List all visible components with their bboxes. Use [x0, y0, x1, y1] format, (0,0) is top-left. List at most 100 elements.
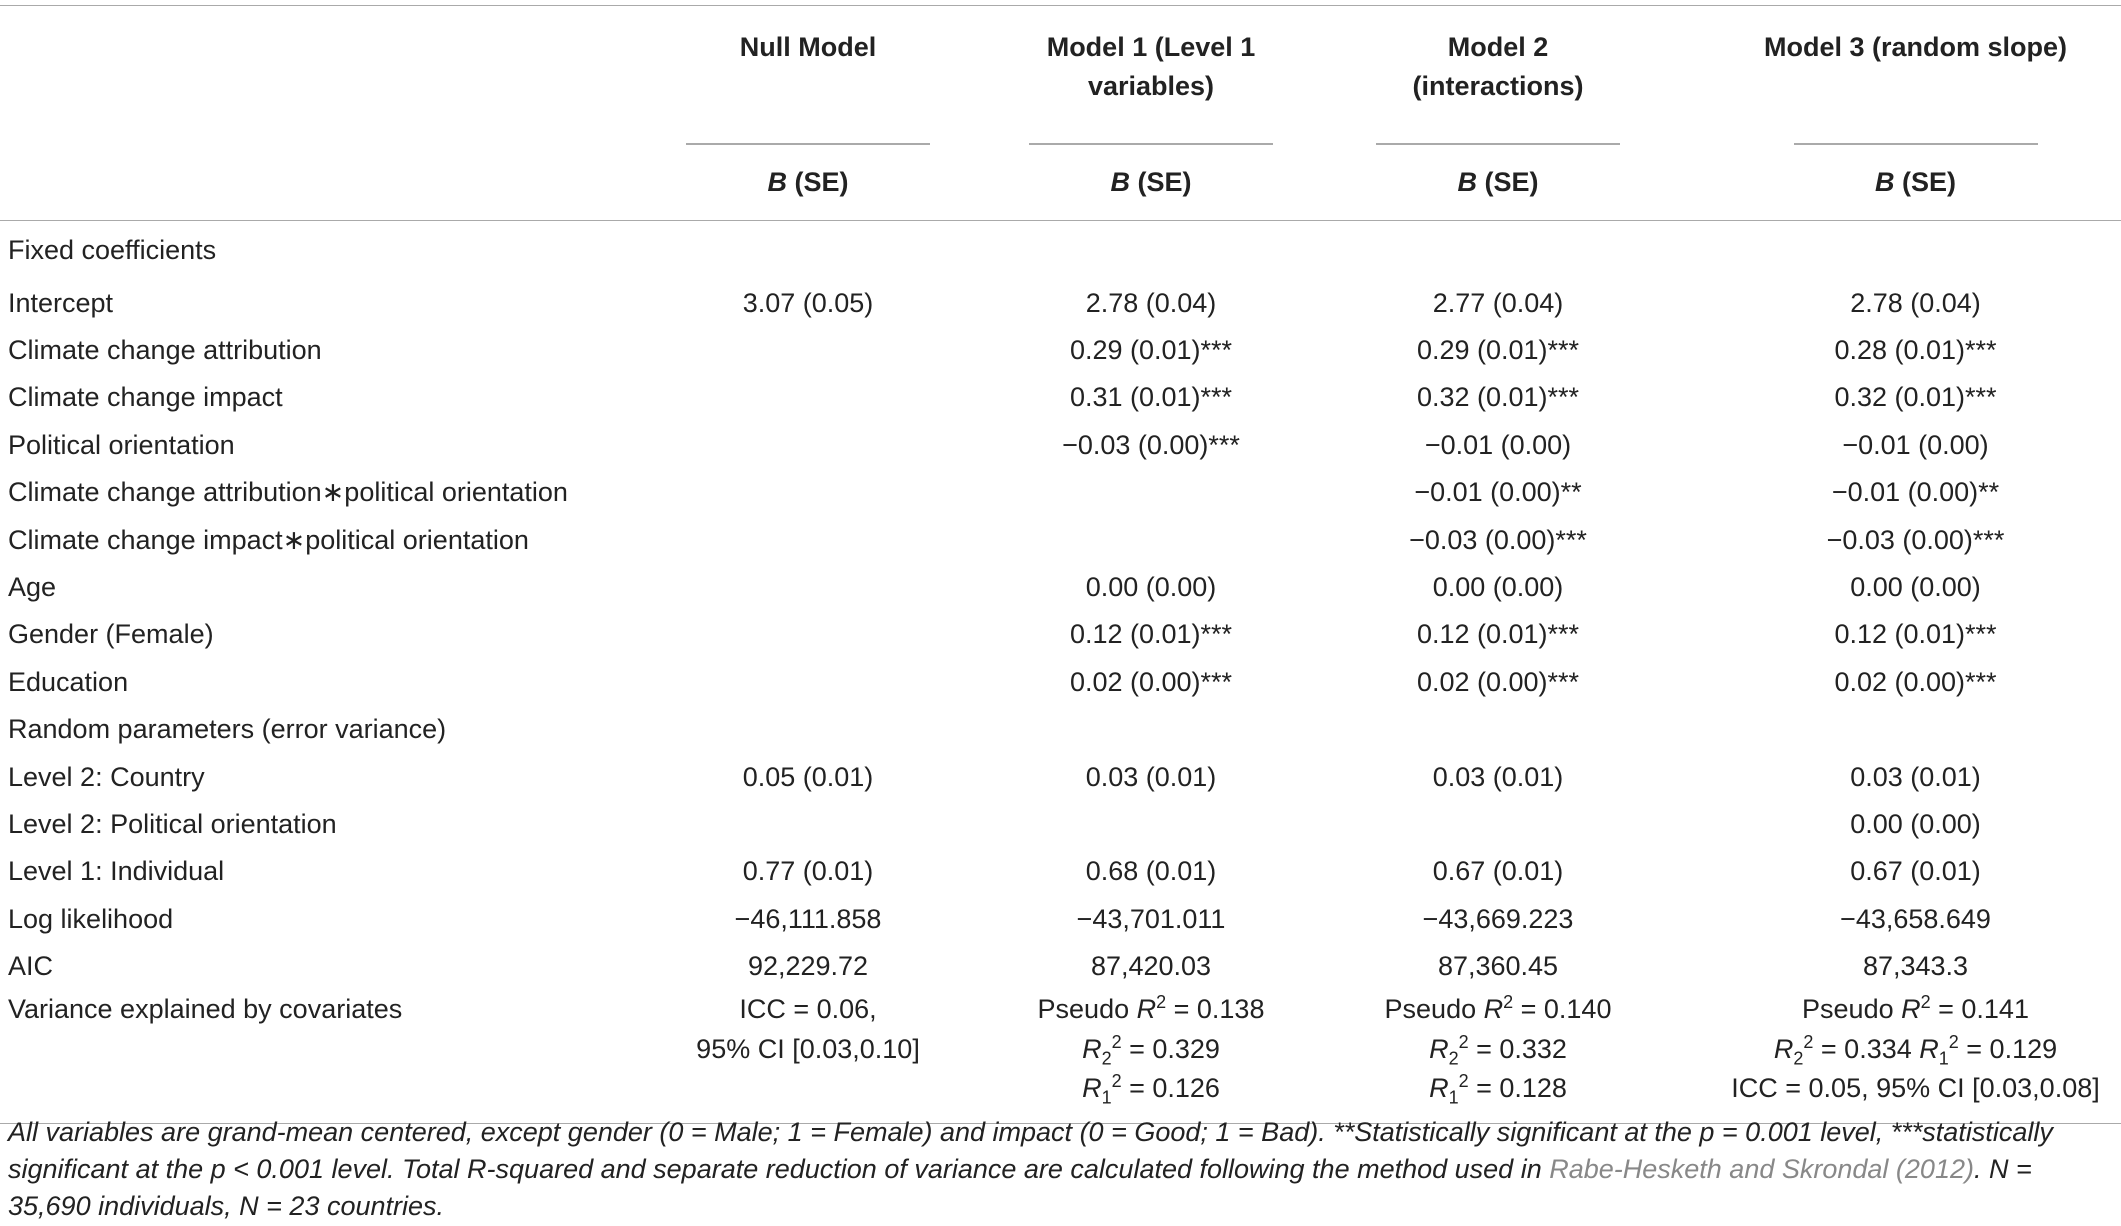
italic-run: R: [1901, 994, 1921, 1025]
cell-value: 0.67 (0.01): [1432, 856, 1564, 887]
table-row: Climate change impact∗political orientat…: [0, 516, 2121, 563]
row-label: Level 2: Country: [0, 753, 650, 800]
row-label: Random parameters (error variance): [0, 706, 650, 753]
label-text: AIC: [8, 951, 54, 982]
text-run: (SE): [1476, 167, 1539, 197]
cell: −0.01 (0.00)**: [1336, 469, 1660, 516]
table-row: Gender (Female) 0.12 (0.01)*** 0.12 (0.01)…: [0, 611, 2121, 658]
superscript: 2: [1458, 1071, 1469, 1092]
cell-value: 0.29 (0.01)***: [1416, 335, 1580, 366]
cell: [1336, 706, 1660, 753]
row-label: Intercept: [0, 280, 650, 327]
cell-line: Pseudo R2 = 0.138: [966, 990, 1336, 1030]
header-row: Null Model Model 1 (Level 1 variables) Mod…: [0, 6, 2121, 146]
header-blank: [0, 6, 650, 146]
label-text: Climate change attribution: [8, 335, 322, 366]
cell: −0.01 (0.00): [1660, 422, 2121, 469]
model-name: Model 1 (Level 1 variables): [1046, 32, 1256, 101]
label-text: Level 1: Individual: [8, 856, 225, 887]
model-name: Null Model: [739, 32, 877, 62]
label-text: Climate change impact: [8, 382, 283, 413]
italic-run: R: [1082, 1033, 1102, 1064]
italic-run: R: [1429, 1033, 1449, 1064]
cell: −43,669.223: [1336, 896, 1660, 943]
cell: −0.03 (0.00)***: [1336, 516, 1660, 563]
text-run: = 0.141: [1930, 994, 2029, 1025]
cell: 3.07 (0.05): [650, 280, 966, 327]
row-label: Climate change impact: [0, 374, 650, 421]
cell: [1660, 706, 2121, 753]
text-run: = 0.140: [1513, 994, 1612, 1025]
cell-value: −0.01 (0.00)**: [1831, 477, 2000, 508]
cell: [650, 422, 966, 469]
cell-value: 0.12 (0.01)***: [1416, 619, 1580, 650]
cell-line: ICC = 0.05, 95% CI [0.03,0.08]: [1710, 1069, 2121, 1109]
cell: [966, 469, 1336, 516]
cell: [650, 516, 966, 563]
cell: [650, 469, 966, 516]
stat-header: B (SE): [966, 145, 1336, 221]
text-run: = 0.334: [1813, 1033, 1920, 1064]
label-text: Political orientation: [8, 429, 235, 460]
column-header: Model 3 (random slope): [1660, 6, 2121, 145]
text-run: Pseudo: [1802, 994, 1902, 1025]
cell-value: 2.77 (0.04): [1432, 287, 1564, 318]
row-label: Level 1: Individual: [0, 848, 650, 895]
table-head: Null Model Model 1 (Level 1 variables) Mod…: [0, 6, 2121, 221]
cell-value: 3.07 (0.05): [742, 287, 874, 318]
header-row: B (SE) B (SE) B (SE) B (SE): [0, 145, 2121, 221]
cell: 0.03 (0.01): [1336, 753, 1660, 800]
cell-value: −43,669.223: [1422, 903, 1574, 934]
label-text: Level 2: Political orientation: [8, 808, 337, 839]
cell-value: 0.00 (0.00): [1432, 572, 1564, 603]
label-text: Variance explained by covariates: [8, 994, 403, 1025]
cell: 87,360.45: [1336, 943, 1660, 990]
italic-run: R: [1773, 1033, 1794, 1064]
row-label: Fixed coefficients: [0, 221, 650, 280]
cell: −0.03 (0.00)***: [966, 422, 1336, 469]
italic-run: R: [1082, 1073, 1102, 1104]
cell-value: 92,229.72: [747, 951, 869, 982]
text-run: Pseudo: [1037, 994, 1137, 1025]
cell-value: 87,360.45: [1437, 951, 1559, 982]
cell-value: −43,658.649: [1840, 903, 1991, 934]
cell: 0.67 (0.01): [1660, 848, 2121, 895]
text-run: = 0.138: [1166, 994, 1265, 1025]
row-label: Level 2: Political orientation: [0, 801, 650, 848]
superscript: 2: [1156, 992, 1167, 1013]
cell-line: R22 = 0.332: [1336, 1030, 1660, 1070]
cell: [650, 659, 966, 706]
cell-value: −43,701.011: [1076, 903, 1226, 934]
cell: 0.29 (0.01)***: [966, 327, 1336, 374]
cell-value: 0.12 (0.01)***: [1069, 619, 1233, 650]
cell: [1660, 221, 2121, 280]
cell: −46,111.858: [650, 896, 966, 943]
cell: 2.78 (0.04): [966, 280, 1336, 327]
cell: 2.78 (0.04): [1660, 280, 2121, 327]
model-name: Model 3 (random slope): [1763, 32, 2068, 62]
label-text: Fixed coefficients: [8, 234, 217, 265]
cell-value: 0.28 (0.01)***: [1834, 335, 1997, 366]
text-run: = 0.126: [1121, 1073, 1220, 1104]
cell-value: 0.02 (0.00)***: [1416, 666, 1580, 697]
superscript: 2: [1948, 1031, 1959, 1052]
italic-run: B: [767, 167, 787, 197]
text-run: (SE): [1129, 167, 1192, 197]
cell-value: −0.01 (0.00)**: [1414, 477, 1582, 508]
table-row: Political orientation −0.03 (0.00)*** −0.0…: [0, 422, 2121, 469]
row-label: Gender (Female): [0, 611, 650, 658]
row-label: Education: [0, 659, 650, 706]
italic-run: B: [1457, 167, 1477, 197]
text-run: 95% CI [0.03,0.10]: [696, 1033, 920, 1064]
header-wrap: Model 1 (Level 1 variables): [966, 28, 1336, 145]
cell: 0.12 (0.01)***: [966, 611, 1336, 658]
header-rule: [1029, 143, 1273, 145]
cell: −0.01 (0.00)**: [1660, 469, 2121, 516]
superscript: 2: [1503, 992, 1514, 1013]
cell: 0.32 (0.01)***: [1336, 374, 1660, 421]
text-run: Pseudo: [1384, 994, 1484, 1025]
cell: [1336, 221, 1660, 280]
cell: 2.77 (0.04): [1336, 280, 1660, 327]
column-header: Null Model: [650, 6, 966, 145]
subscript: 1: [1101, 1087, 1112, 1108]
